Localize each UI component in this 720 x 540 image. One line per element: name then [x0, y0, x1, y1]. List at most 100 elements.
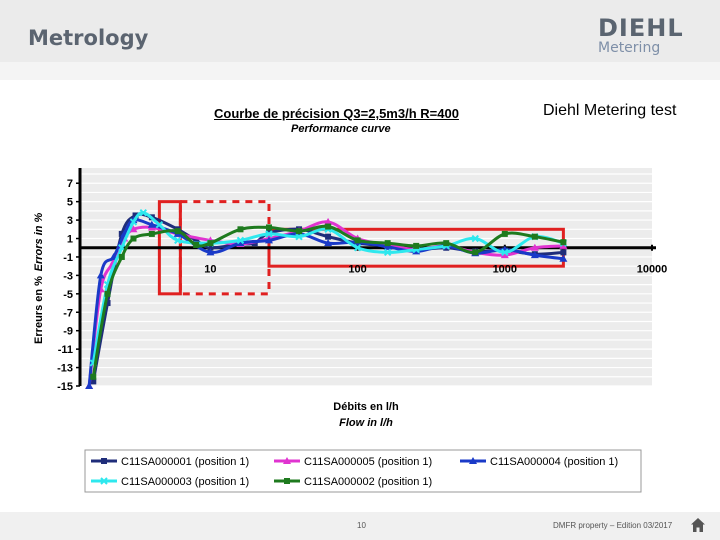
data-point [559, 254, 568, 262]
data-point [531, 233, 538, 240]
data-point [265, 230, 273, 238]
chart-series [85, 209, 568, 389]
series-5 [90, 223, 567, 380]
data-point [155, 220, 164, 229]
data-point [384, 240, 391, 247]
y-tick-label: -5 [63, 289, 73, 301]
data-point [104, 300, 111, 307]
data-point [530, 243, 539, 251]
data-point [413, 242, 420, 249]
footer-bar [0, 512, 720, 540]
data-point [85, 382, 94, 389]
data-point [383, 242, 392, 250]
data-point [560, 249, 567, 256]
legend-label: C11SA000002 (position 1) [304, 476, 432, 488]
data-point [324, 217, 333, 225]
data-point [353, 244, 362, 252]
page-title: Metrology [28, 26, 149, 50]
legend-item-3: C11SA000004 (position 1) [460, 456, 618, 468]
y-tick-label: -11 [58, 344, 73, 356]
data-point [147, 220, 156, 228]
data-point [129, 225, 138, 233]
legend-swatch-marker [283, 457, 291, 464]
data-point [148, 230, 155, 237]
legend-swatch-marker [469, 457, 477, 464]
data-point [295, 232, 303, 241]
data-point [325, 233, 332, 240]
x-tick-label: 1000 [493, 264, 517, 276]
page-number: 10 [357, 521, 366, 530]
x-axis-label: Débits en l/h [333, 401, 399, 413]
data-point [207, 240, 214, 247]
data-point [325, 223, 332, 230]
data-point [265, 224, 272, 231]
data-point [236, 239, 245, 247]
data-point [501, 248, 509, 257]
y-tick-label: 3 [67, 215, 73, 227]
y-tick-label: -15 [57, 381, 73, 393]
data-point [500, 251, 509, 259]
y-tick-label: -9 [63, 326, 73, 338]
y-tick-label: -3 [63, 270, 73, 282]
x-tick-label: 100 [348, 264, 366, 276]
data-point [206, 248, 215, 256]
x-tick-label: 10 [204, 264, 216, 276]
y-tick-label: 1 [67, 234, 73, 246]
y-tick-label: -1 [63, 252, 73, 264]
data-point [207, 244, 214, 251]
series-4 [89, 209, 568, 367]
copyright-text: DMFR property – Edition 03/2017 [553, 521, 673, 530]
y-tick-label: 5 [67, 197, 73, 209]
data-point [559, 241, 568, 249]
header-bar [0, 0, 720, 62]
data-point [90, 378, 97, 385]
data-point [174, 228, 181, 235]
y-tick-label: -13 [57, 363, 73, 375]
legend-label: C11SA000005 (position 1) [304, 456, 432, 468]
data-point [96, 271, 105, 279]
data-point [296, 228, 303, 235]
data-point [560, 239, 567, 246]
x-tick-label: 10000 [637, 264, 668, 276]
performance-chart: 10 100 1000 10000 7 5 3 1 -1 -3 -5 -7 -9 -11 -13 -15 Dé… [33, 168, 667, 493]
legend-box [84, 449, 642, 493]
data-point [129, 218, 138, 226]
legend-item-4: C11SA000003 (position 1) [91, 476, 249, 488]
chart-labels: Débits en l/h Flow in l/h Erreurs en % Erro… [33, 212, 399, 429]
header-band [0, 62, 720, 80]
data-point [236, 236, 245, 245]
logo-sub: Metering [598, 40, 661, 56]
test-label: Diehl Metering test [543, 102, 677, 119]
data-point [139, 209, 148, 217]
home-icon[interactable] [690, 517, 706, 533]
data-point [90, 373, 97, 380]
legend-item-1: C11SA000001 (position 1) [91, 456, 249, 468]
y-tick-label: 7 [67, 178, 73, 190]
chart-title: Courbe de précision Q3=2,5m3/h R=400 [214, 106, 459, 121]
data-point [104, 290, 111, 297]
logo-word: DIEHL [598, 14, 684, 42]
x-axis-label-en: Flow in l/h [339, 417, 393, 429]
legend-item-2: C11SA000005 (position 1) [274, 456, 432, 468]
data-point [118, 253, 125, 260]
legend-swatch-marker [101, 458, 107, 464]
legend-item-5: C11SA000002 (position 1) [274, 476, 432, 488]
legend-label: C11SA000004 (position 1) [490, 456, 618, 468]
data-point [530, 251, 539, 259]
data-point [174, 236, 182, 245]
data-point [471, 234, 479, 243]
data-point [118, 230, 125, 237]
data-point [193, 241, 200, 248]
y-axis-label-en: Errors in % [33, 212, 45, 271]
data-point [443, 240, 450, 247]
data-point [237, 226, 244, 233]
data-point [264, 236, 273, 244]
y-tick-label: -7 [63, 307, 73, 319]
y-axis-label: Erreurs en % [33, 276, 45, 344]
chart-legend: C11SA000001 (position 1) C11SA000005 (pos… [84, 449, 642, 493]
legend-label: C11SA000003 (position 1) [121, 476, 249, 488]
chart-axes: 10 100 1000 10000 7 5 3 1 -1 -3 -5 -7 -9 -11 -13 -15 [57, 168, 667, 393]
data-point [472, 249, 479, 256]
data-point [324, 239, 333, 247]
legend-label: C11SA000001 (position 1) [121, 456, 249, 468]
